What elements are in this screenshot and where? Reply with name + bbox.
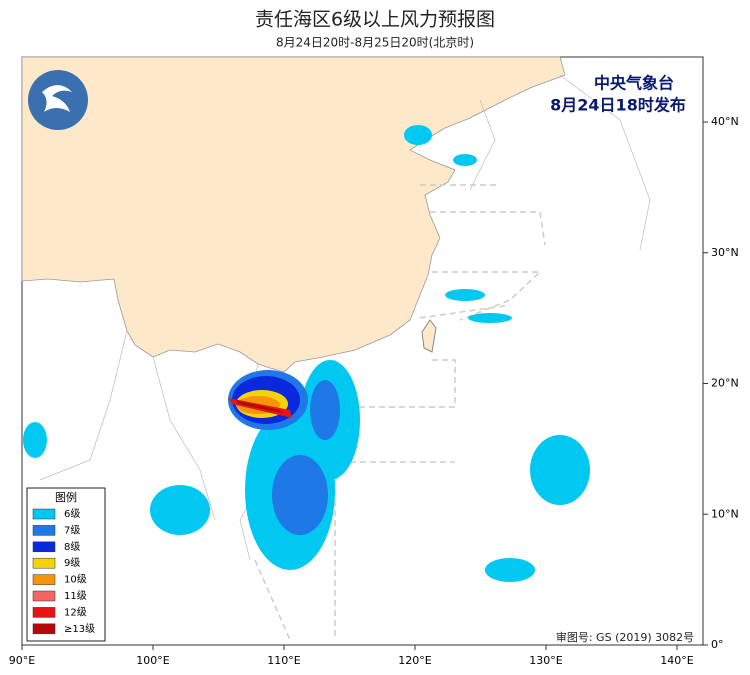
legend-label: 11级 (64, 590, 87, 602)
approval-number: 审图号: GS (2019) 3082号 (556, 630, 694, 644)
issue-time: 8月24日18时发布 (550, 96, 686, 115)
y-tick-label: 20°N (711, 377, 739, 390)
taiwan (421, 319, 437, 353)
legend-swatch (32, 508, 56, 520)
legend-swatch (32, 590, 56, 602)
y-tick-label: 30°N (711, 246, 739, 259)
legend-swatch (32, 541, 56, 553)
legend-label: 10级 (64, 574, 87, 586)
logo-mark (42, 85, 72, 112)
legend-label: 8级 (64, 541, 80, 553)
x-tick-label: 130°E (529, 654, 562, 667)
legend-label: 6级 (64, 508, 80, 520)
y-tick-label: 10°N (711, 507, 739, 520)
x-tick-label: 100°E (136, 654, 169, 667)
legend-label: 7级 (64, 524, 80, 536)
y-tick-label: 0° (711, 638, 724, 651)
x-tick-label: 140°E (660, 654, 693, 667)
legend-title: 图例 (55, 490, 77, 504)
legend-label: 9级 (64, 557, 80, 569)
y-tick-label: 40°N (711, 115, 739, 128)
legend-swatch (32, 574, 56, 585)
legend-swatch (32, 623, 56, 635)
agency-name: 中央气象台 (594, 74, 674, 93)
legend-label: ≥13级 (64, 623, 95, 635)
wind-areas (23, 125, 590, 582)
x-tick-label: 110°E (267, 654, 300, 667)
legend-label: 12级 (64, 606, 87, 618)
map: 中央气象台 8月24日18时发布 审图号: GS (2019) 3082号 (21, 56, 704, 646)
x-tick-label: 120°E (398, 654, 431, 667)
x-tick-label: 90°E (9, 654, 35, 667)
legend: 图例 6级 7级 8级 9级 10级 11级 12级 ≥13级 (26, 487, 106, 642)
subtitle: 8月24日20时-8月25日20时(北京时) (276, 36, 474, 50)
legend-swatch (32, 557, 56, 569)
axes: 90°E 100°E 110°E 120°E 130°E 140°E 40°N 30°N 20°… (9, 115, 739, 667)
legend-swatch (32, 525, 56, 536)
legend-swatch (32, 607, 56, 618)
title: 责任海区6级以上风力预报图 (255, 9, 495, 31)
